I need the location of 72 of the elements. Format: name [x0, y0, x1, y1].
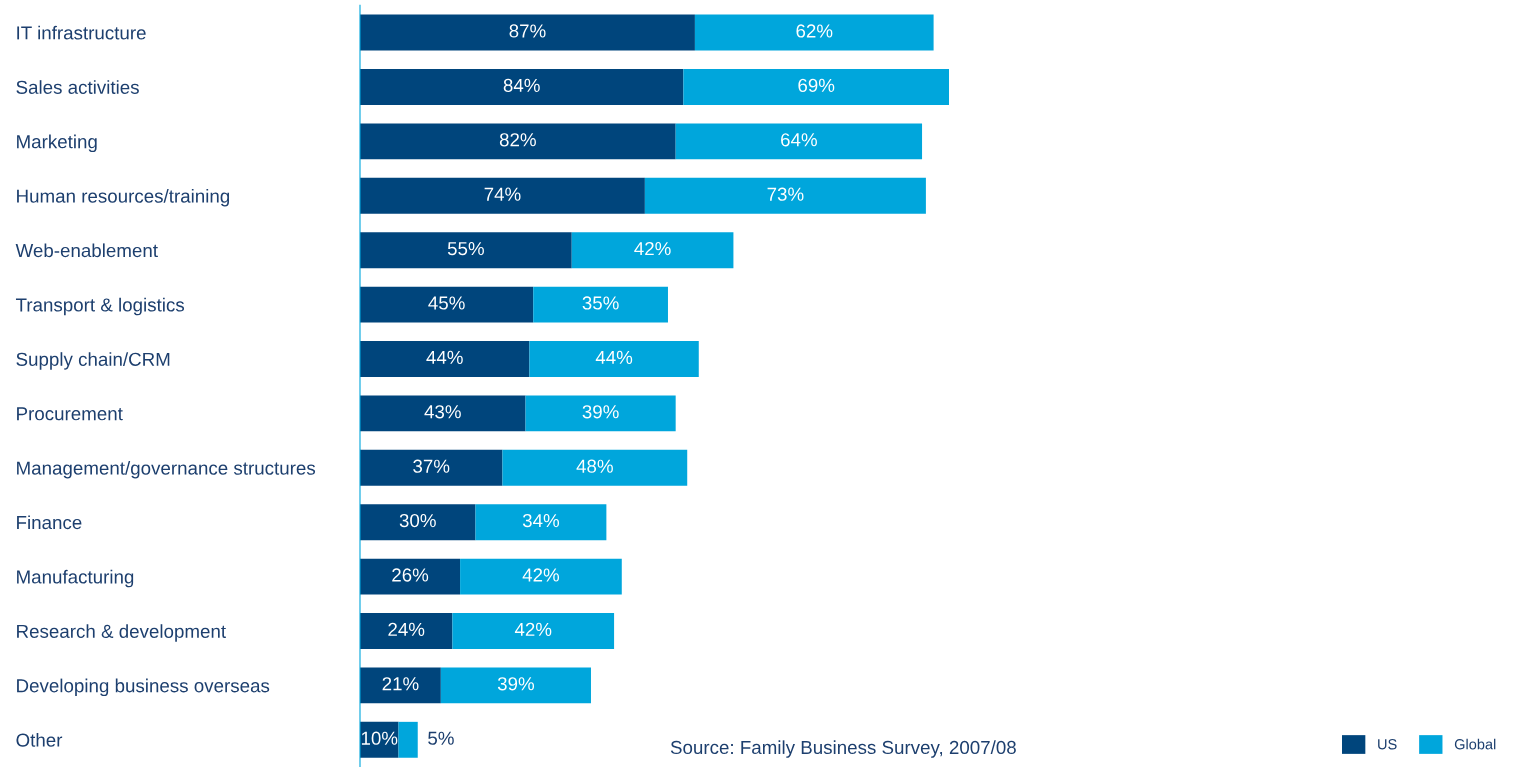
- data-label: 55%: [447, 242, 484, 256]
- bar: [360, 341, 530, 377]
- bar: [360, 667, 441, 704]
- data-label: 45%: [428, 296, 465, 310]
- data-label: 10%: [361, 731, 398, 745]
- bar: [460, 558, 622, 595]
- data-label: 48%: [576, 459, 613, 473]
- bar: [360, 504, 476, 541]
- data-label: 42%: [522, 568, 560, 582]
- bar: [360, 123, 676, 160]
- bar: [360, 449, 503, 486]
- y-tick-label: Transport & logistics: [15, 297, 185, 316]
- data-label: 35%: [582, 296, 619, 310]
- bar: [683, 69, 949, 105]
- y-tick-label: Management/governance structures: [17, 460, 316, 479]
- bar: [675, 123, 923, 160]
- y-tick-label: Marketing: [17, 134, 97, 153]
- data-label: 5%: [428, 731, 454, 745]
- bar: [360, 69, 684, 105]
- data-label: 62%: [796, 24, 833, 38]
- bar: [360, 177, 645, 214]
- bar: [440, 667, 591, 704]
- bar: [533, 286, 668, 323]
- y-tick-label: Finance: [17, 515, 82, 530]
- bar: [571, 232, 734, 269]
- y-tick-label: Developing business overseas: [17, 678, 270, 697]
- data-label: 44%: [426, 350, 463, 364]
- bar: [644, 177, 926, 214]
- data-label: 69%: [798, 78, 835, 93]
- y-tick-label: Research & development: [17, 624, 226, 642]
- data-label: 82%: [499, 133, 536, 147]
- data-label: 30%: [399, 513, 436, 528]
- y-tick-label: Sales activities: [16, 80, 139, 94]
- bar: [360, 14, 695, 51]
- data-label: 84%: [503, 78, 540, 93]
- data-label: 21%: [382, 677, 419, 691]
- y-tick-label: IT infrastructure: [17, 25, 146, 40]
- bar: [360, 232, 572, 269]
- bar: [360, 395, 526, 432]
- data-label: 87%: [509, 24, 546, 38]
- bar: [694, 14, 934, 51]
- legend-label: US: [1378, 739, 1397, 750]
- data-label: 39%: [582, 405, 619, 419]
- annotation: Source: Family Business Survey, 2007/08: [670, 740, 1016, 758]
- bar: [502, 449, 688, 486]
- data-label: 42%: [634, 241, 671, 256]
- bar: [360, 613, 453, 649]
- bar: [452, 613, 615, 649]
- y-tick-label: Other: [16, 733, 63, 747]
- data-label: 24%: [388, 622, 425, 636]
- bar: [475, 504, 607, 541]
- y-tick-label: Human resources/training: [17, 188, 230, 207]
- bar: [360, 558, 461, 595]
- y-tick-label: Supply chain/CRM: [16, 352, 170, 370]
- data-label: 42%: [514, 622, 552, 636]
- y-tick-label: Procurement: [17, 407, 123, 421]
- data-label: 34%: [522, 513, 560, 528]
- data-label: 37%: [413, 459, 450, 473]
- data-label: 73%: [767, 187, 804, 201]
- data-label: 74%: [484, 187, 521, 201]
- legend-label: Global: [1454, 738, 1496, 750]
- data-label: 43%: [424, 405, 461, 419]
- data-label: 26%: [392, 568, 429, 582]
- bar: [529, 341, 699, 377]
- bar: [360, 286, 534, 323]
- data-label: 64%: [781, 133, 817, 147]
- y-tick-label: Web-enablement: [15, 243, 158, 258]
- data-label: 39%: [497, 677, 535, 691]
- y-tick-label: Manufacturing: [17, 569, 134, 588]
- data-label: 44%: [595, 350, 633, 364]
- bar: [525, 395, 676, 432]
- bar: [398, 721, 418, 758]
